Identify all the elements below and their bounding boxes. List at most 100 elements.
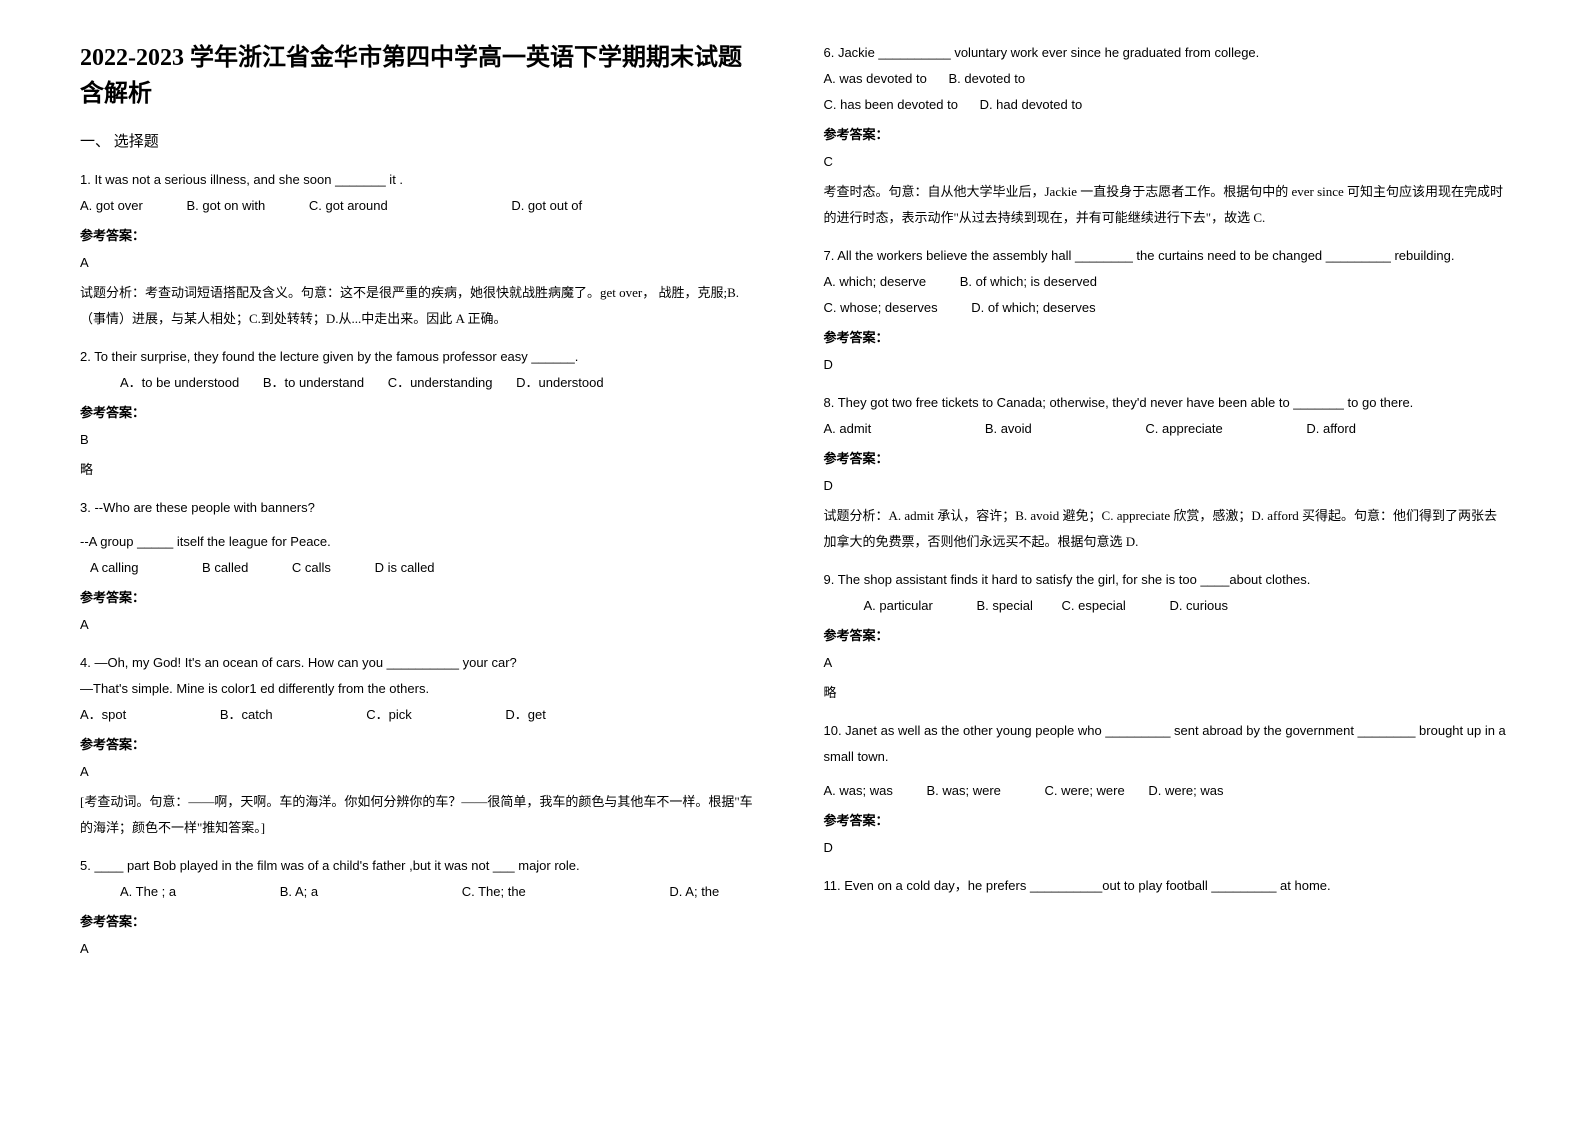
q3-text-1: 3. --Who are these people with banners? bbox=[80, 495, 764, 521]
q4-opt-d: D．get bbox=[505, 702, 545, 728]
q3-text-2: --A group _____ itself the league for Pe… bbox=[80, 529, 764, 555]
q9-opt-c: C. especial bbox=[1062, 593, 1126, 619]
question-3: 3. --Who are these people with banners? … bbox=[80, 495, 764, 638]
q5-text: 5. ____ part Bob played in the film was … bbox=[80, 853, 764, 879]
q1-text: 1. It was not a serious illness, and she… bbox=[80, 167, 764, 193]
q4-opt-c: C．pick bbox=[366, 702, 412, 728]
q9-opt-d: D. curious bbox=[1169, 593, 1228, 619]
q4-opt-a: A．spot bbox=[80, 702, 126, 728]
q10-text: 10. Janet as well as the other young peo… bbox=[824, 718, 1508, 770]
q8-text: 8. They got two free tickets to Canada; … bbox=[824, 390, 1508, 416]
q7-opt-c: C. whose; deserves bbox=[824, 295, 938, 321]
q8-options: A. admit B. avoid C. appreciate D. affor… bbox=[824, 416, 1508, 442]
q10-answer: D bbox=[824, 835, 1508, 861]
q8-explain: 试题分析：A. admit 承认，容许；B. avoid 避免；C. appre… bbox=[824, 503, 1508, 555]
q7-answer: D bbox=[824, 352, 1508, 378]
q1-opt-d: D. got out of bbox=[511, 193, 582, 219]
answer-label: 参考答案： bbox=[824, 625, 1508, 644]
q2-opt-a: A．to be understood bbox=[120, 370, 239, 396]
answer-label: 参考答案： bbox=[824, 448, 1508, 467]
q7-opt-d: D. of which; deserves bbox=[971, 295, 1095, 321]
q6-opt-a: A. was devoted to bbox=[824, 66, 927, 92]
q3-opt-c: C calls bbox=[292, 555, 331, 581]
q1-explain: 试题分析：考查动词短语搭配及含义。句意：这不是很严重的疾病，她很快就战胜病魔了。… bbox=[80, 280, 764, 332]
answer-label: 参考答案： bbox=[80, 587, 764, 606]
answer-label: 参考答案： bbox=[80, 911, 764, 930]
question-6: 6. Jackie __________ voluntary work ever… bbox=[824, 40, 1508, 231]
q10-options: A. was; was B. was; were C. were; were D… bbox=[824, 778, 1508, 804]
q1-answer: A bbox=[80, 250, 764, 276]
q8-opt-d: D. afford bbox=[1306, 416, 1356, 442]
q7-text: 7. All the workers believe the assembly … bbox=[824, 243, 1508, 269]
q3-opt-b: B called bbox=[202, 555, 248, 581]
q5-opt-a: A. The ; a bbox=[120, 879, 176, 905]
q3-answer: A bbox=[80, 612, 764, 638]
q5-opt-d: D. A; the bbox=[669, 879, 719, 905]
q6-text: 6. Jackie __________ voluntary work ever… bbox=[824, 40, 1508, 66]
question-4: 4. —Oh, my God! It's an ocean of cars. H… bbox=[80, 650, 764, 841]
q7-options-row1: A. which; deserve B. of which; is deserv… bbox=[824, 269, 1508, 295]
q6-explain: 考查时态。句意：自从他大学毕业后，Jackie 一直投身于志愿者工作。根据句中的… bbox=[824, 179, 1508, 231]
q4-text-2: —That's simple. Mine is color1 ed differ… bbox=[80, 676, 764, 702]
q1-opt-c: C. got around bbox=[309, 193, 388, 219]
q10-opt-d: D. were; was bbox=[1148, 778, 1223, 804]
question-1: 1. It was not a serious illness, and she… bbox=[80, 167, 764, 332]
q7-options-row2: C. whose; deserves D. of which; deserves bbox=[824, 295, 1508, 321]
q9-explain-omit: 略 bbox=[824, 680, 1508, 706]
question-8: 8. They got two free tickets to Canada; … bbox=[824, 390, 1508, 555]
answer-label: 参考答案： bbox=[80, 225, 764, 244]
answer-label: 参考答案： bbox=[80, 402, 764, 421]
q9-opt-b: B. special bbox=[977, 593, 1033, 619]
q2-opt-d: D．understood bbox=[516, 370, 603, 396]
q4-text-1: 4. —Oh, my God! It's an ocean of cars. H… bbox=[80, 650, 764, 676]
question-2: 2. To their surprise, they found the lec… bbox=[80, 344, 764, 483]
q4-answer: A bbox=[80, 759, 764, 785]
q1-opt-a: A. got over bbox=[80, 193, 143, 219]
q6-answer: C bbox=[824, 149, 1508, 175]
q2-text: 2. To their surprise, they found the lec… bbox=[80, 344, 764, 370]
q7-opt-a: A. which; deserve bbox=[824, 269, 927, 295]
q8-opt-a: A. admit bbox=[824, 416, 872, 442]
q3-opt-a: A calling bbox=[90, 555, 138, 581]
q5-opt-b: B. A; a bbox=[280, 879, 318, 905]
q7-opt-b: B. of which; is deserved bbox=[960, 269, 1097, 295]
question-7: 7. All the workers believe the assembly … bbox=[824, 243, 1508, 378]
q5-answer: A bbox=[80, 936, 764, 962]
q5-opt-c: C. The; the bbox=[462, 879, 526, 905]
q4-explain: [考查动词。句意：——啊，天啊。车的海洋。你如何分辨你的车？——很简单，我车的颜… bbox=[80, 789, 764, 841]
q9-answer: A bbox=[824, 650, 1508, 676]
q11-text: 11. Even on a cold day，he prefers ______… bbox=[824, 873, 1508, 899]
q8-opt-b: B. avoid bbox=[985, 416, 1032, 442]
q3-options: A calling B called C calls D is called bbox=[80, 555, 764, 581]
q2-options: A．to be understood B．to understand C．und… bbox=[80, 370, 764, 396]
q6-opt-b: B. devoted to bbox=[948, 66, 1025, 92]
q10-opt-b: B. was; were bbox=[926, 778, 1000, 804]
answer-label: 参考答案： bbox=[80, 734, 764, 753]
q6-options-row2: C. has been devoted to D. had devoted to bbox=[824, 92, 1508, 118]
q6-opt-c: C. has been devoted to bbox=[824, 92, 958, 118]
exam-title: 2022-2023 学年浙江省金华市第四中学高一英语下学期期末试题含解析 bbox=[80, 40, 764, 112]
q8-opt-c: C. appreciate bbox=[1145, 416, 1222, 442]
q8-answer: D bbox=[824, 473, 1508, 499]
exam-page: 2022-2023 学年浙江省金华市第四中学高一英语下学期期末试题含解析 一、 … bbox=[0, 0, 1587, 1122]
q1-options: A. got over B. got on with C. got around… bbox=[80, 193, 764, 219]
left-column: 2022-2023 学年浙江省金华市第四中学高一英语下学期期末试题含解析 一、 … bbox=[50, 40, 794, 1082]
q9-text: 9. The shop assistant finds it hard to s… bbox=[824, 567, 1508, 593]
q10-opt-c: C. were; were bbox=[1045, 778, 1125, 804]
q9-options: A. particular B. special C. especial D. … bbox=[824, 593, 1508, 619]
question-5: 5. ____ part Bob played in the film was … bbox=[80, 853, 764, 962]
q6-opt-d: D. had devoted to bbox=[980, 92, 1083, 118]
answer-label: 参考答案： bbox=[824, 327, 1508, 346]
question-10: 10. Janet as well as the other young peo… bbox=[824, 718, 1508, 861]
section-header: 一、 选择题 bbox=[80, 130, 764, 151]
q2-opt-b: B．to understand bbox=[263, 370, 364, 396]
q2-opt-c: C．understanding bbox=[388, 370, 493, 396]
q4-options: A．spot B．catch C．pick D．get bbox=[80, 702, 764, 728]
question-9: 9. The shop assistant finds it hard to s… bbox=[824, 567, 1508, 706]
q5-options: A. The ; a B. A; a C. The; the D. A; the bbox=[80, 879, 764, 905]
right-column: 6. Jackie __________ voluntary work ever… bbox=[794, 40, 1538, 1082]
q4-opt-b: B．catch bbox=[220, 702, 273, 728]
q6-options-row1: A. was devoted to B. devoted to bbox=[824, 66, 1508, 92]
answer-label: 参考答案： bbox=[824, 124, 1508, 143]
q2-explain-omit: 略 bbox=[80, 457, 764, 483]
